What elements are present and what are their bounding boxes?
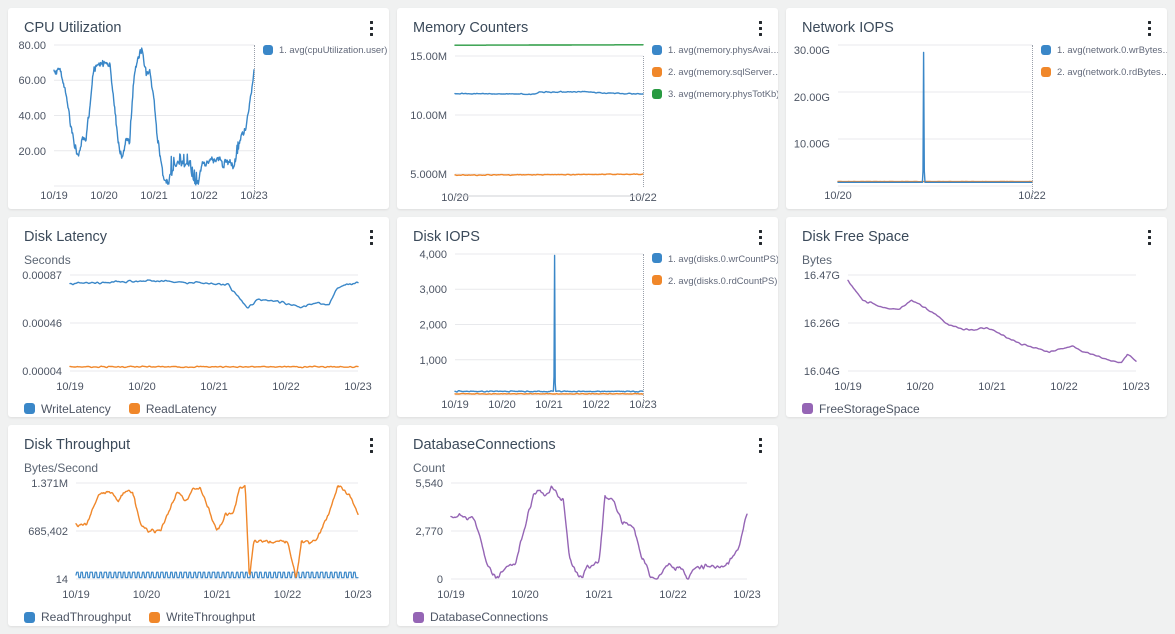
svg-text:10/21: 10/21	[140, 190, 168, 202]
svg-text:10/19: 10/19	[40, 190, 68, 202]
svg-text:16.47G: 16.47G	[804, 270, 840, 282]
svg-text:14: 14	[56, 574, 68, 586]
svg-text:10/20: 10/20	[906, 381, 934, 393]
svg-text:10/20: 10/20	[90, 190, 118, 202]
svg-text:60.00: 60.00	[18, 75, 46, 87]
svg-text:10/19: 10/19	[437, 589, 465, 601]
svg-text:10/21: 10/21	[978, 381, 1006, 393]
svg-text:10/22: 10/22	[582, 399, 610, 411]
svg-text:20.00: 20.00	[18, 146, 46, 158]
svg-text:10/21: 10/21	[200, 381, 228, 393]
svg-text:40.00: 40.00	[18, 111, 46, 123]
svg-text:10/22: 10/22	[659, 589, 687, 601]
svg-text:10/19: 10/19	[62, 589, 90, 601]
svg-text:10/20: 10/20	[511, 589, 539, 601]
svg-text:10/21: 10/21	[203, 589, 231, 601]
svg-text:30.00G: 30.00G	[794, 45, 830, 57]
svg-text:0.00004: 0.00004	[22, 366, 62, 378]
svg-text:10/19: 10/19	[56, 381, 84, 393]
svg-text:10.00M: 10.00M	[410, 110, 447, 122]
svg-text:0.00046: 0.00046	[22, 318, 62, 330]
svg-text:3,000: 3,000	[419, 284, 447, 296]
svg-text:10/23: 10/23	[733, 589, 761, 601]
svg-text:0: 0	[437, 574, 443, 586]
svg-text:10/20: 10/20	[488, 399, 516, 411]
svg-text:10/23: 10/23	[1122, 381, 1150, 393]
svg-text:2,770: 2,770	[415, 526, 443, 538]
svg-text:10/19: 10/19	[834, 381, 862, 393]
svg-text:10/21: 10/21	[535, 399, 563, 411]
svg-text:16.04G: 16.04G	[804, 366, 840, 378]
svg-text:10/20: 10/20	[441, 192, 469, 204]
svg-text:4,000: 4,000	[419, 249, 447, 261]
svg-text:10/21: 10/21	[585, 589, 613, 601]
svg-text:80.00: 80.00	[18, 40, 46, 52]
svg-text:10/19: 10/19	[441, 399, 469, 411]
svg-text:10/23: 10/23	[344, 381, 372, 393]
svg-text:10/20: 10/20	[133, 589, 161, 601]
svg-text:685,402: 685,402	[28, 526, 68, 538]
svg-text:2,000: 2,000	[419, 319, 447, 331]
svg-text:1.371M: 1.371M	[31, 478, 68, 490]
svg-text:5.000M: 5.000M	[410, 169, 447, 181]
svg-text:15.00M: 15.00M	[410, 51, 447, 63]
svg-text:16.26G: 16.26G	[804, 318, 840, 330]
svg-text:10.00G: 10.00G	[794, 139, 830, 151]
svg-text:10/20: 10/20	[824, 190, 852, 202]
svg-text:1,000: 1,000	[419, 354, 447, 366]
svg-text:10/23: 10/23	[344, 589, 372, 601]
svg-text:10/22: 10/22	[274, 589, 302, 601]
svg-text:10/22: 10/22	[272, 381, 300, 393]
svg-text:10/22: 10/22	[629, 192, 657, 204]
svg-text:10/20: 10/20	[128, 381, 156, 393]
svg-text:5,540: 5,540	[415, 478, 443, 490]
svg-text:10/22: 10/22	[190, 190, 218, 202]
svg-text:10/22: 10/22	[1050, 381, 1078, 393]
svg-text:0.00087: 0.00087	[22, 270, 62, 282]
svg-text:20.00G: 20.00G	[794, 92, 830, 104]
